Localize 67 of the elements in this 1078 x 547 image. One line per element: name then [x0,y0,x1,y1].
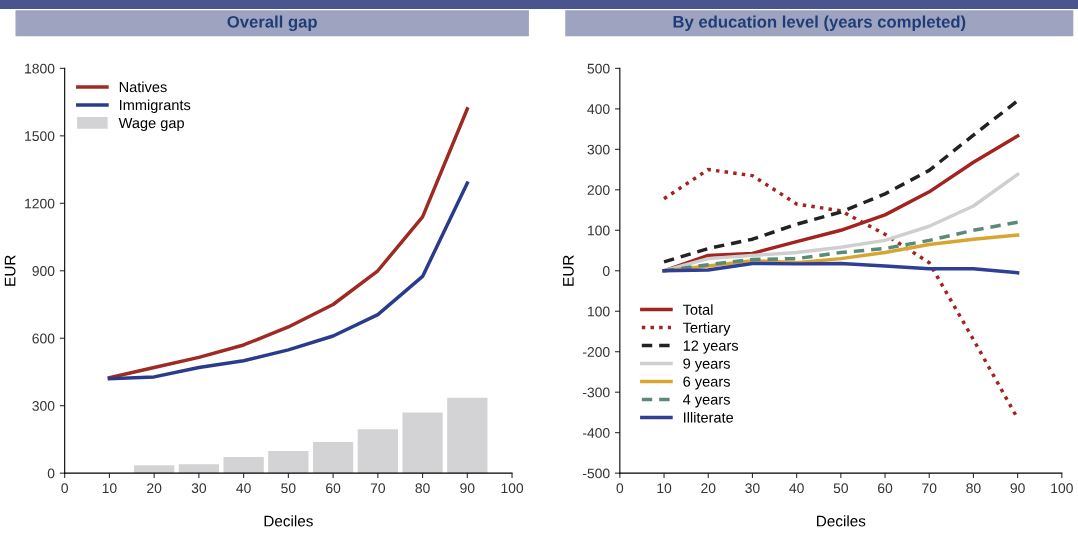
x-tick-label: 30 [191,483,207,494]
y-tick-label: 400 [587,104,610,115]
x-tick-label: 80 [415,483,430,494]
x-tick-label: 100 [501,483,524,494]
x-tick-label: 40 [789,483,804,494]
x-axis-title: Deciles [264,515,313,527]
legend-label: Natives [119,81,167,93]
bar [178,464,220,474]
y-tick-label: 1200 [25,198,55,209]
legend-label: Wage gap [118,117,184,132]
y-tick-label: 200 [587,185,610,195]
bar [134,465,175,474]
x-tick-label: 20 [147,483,162,494]
x-tick-label: 30 [745,483,760,494]
legend-label: Total [682,304,713,315]
x-tick-label: 50 [833,483,849,494]
bar [357,429,398,474]
y-tick-label: 0 [602,266,610,276]
x-tick-label: 60 [878,483,893,494]
legend-label: Illiterate [683,411,734,423]
y-tick-label: -500 [582,468,610,479]
y-tick-label: 900 [32,266,55,276]
bar [223,456,264,474]
x-tick-label: 50 [281,483,296,494]
y-tick-label: 1500 [25,131,55,142]
y-tick-label: 100 [588,225,610,236]
bar [447,397,488,474]
y-tick-label: 1800 [25,63,55,74]
y-tick-label: -300 [582,387,610,398]
legend-label: 6 years [683,376,730,390]
legend-label: 9 years [683,358,730,372]
legend-label: Immigrants [119,99,191,114]
x-tick-label: 40 [236,483,251,494]
x-tick-label: 100 [1051,483,1073,494]
bar [402,412,443,474]
y-tick-label: 300 [587,144,610,155]
line-series [107,181,470,381]
x-tick-label: 0 [616,483,624,494]
legend-label: Tertiary [682,322,731,336]
x-tick-label: 10 [657,483,672,494]
y-tick-label: -400 [582,428,610,438]
y-tick-label: 0 [47,468,55,479]
line-series [662,261,1020,275]
y-tick-label: -200 [582,347,610,357]
chart-title: By education level (years completed) [673,15,966,32]
line-series [662,99,1020,264]
x-tick-label: 90 [1010,483,1025,494]
y-tick-label: 500 [587,63,610,74]
legend-label: 4 years [682,394,730,408]
x-tick-label: 10 [102,483,117,494]
y-tick-label: 600 [32,333,55,344]
x-tick-label: 0 [61,483,68,494]
bar [268,451,309,474]
chart-title: Overall gap [227,15,317,32]
y-axis-title: EUR [4,255,16,286]
x-tick-label: 80 [966,483,981,494]
x-tick-label: 70 [370,483,386,494]
x-tick-label: 20 [701,483,716,494]
x-tick-label: 60 [326,483,341,494]
legend-label: 12 years [683,340,739,354]
y-tick-label: 100 [588,306,610,317]
y-tick-label: 300 [32,401,55,411]
x-tick-label: 70 [922,483,937,494]
x-tick-label: 90 [460,483,475,494]
x-axis-title: Deciles [817,515,866,527]
bar [312,442,354,474]
y-axis-title: EUR [563,255,574,286]
